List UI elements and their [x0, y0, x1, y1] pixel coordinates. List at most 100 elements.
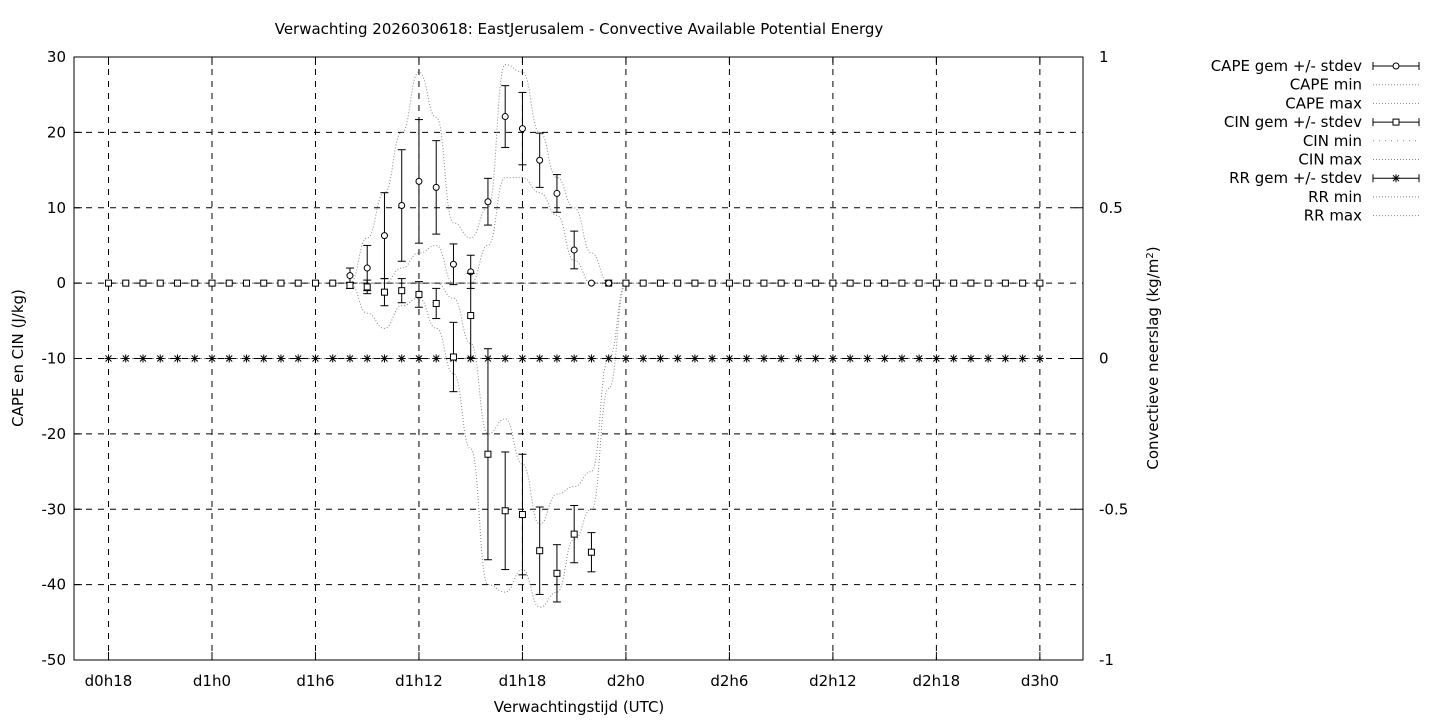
cin-point: [501, 507, 509, 515]
cin-point: [725, 279, 733, 287]
rr-point-stroke: [208, 355, 216, 362]
rr-point: [397, 354, 406, 363]
x-tick-label: d2h0: [607, 672, 645, 690]
rr-point: [552, 354, 561, 363]
y2-tick-label: -1: [1099, 651, 1114, 669]
y2-axis-label-main: Convectieve neerslag (kg/m: [1144, 259, 1162, 470]
rr-point-stroke: [864, 355, 871, 362]
rr-point-stroke: [570, 355, 578, 362]
rr-point-stroke: [1002, 355, 1009, 362]
rr-point: [138, 354, 147, 363]
legend-label: CIN max: [1298, 151, 1362, 169]
rr-point: [501, 354, 510, 363]
rr-point-stroke: [381, 355, 388, 362]
rr-point: [742, 354, 751, 363]
rr-point: [225, 354, 234, 363]
cape-point: [398, 201, 406, 209]
rr-point-stroke: [501, 355, 509, 362]
legend-marker-star: [1392, 174, 1400, 183]
rr-point-stroke: [657, 355, 664, 362]
rr-point: [242, 354, 251, 363]
cape-point: [363, 264, 371, 272]
rr-point-stroke: [105, 355, 112, 362]
legend-label: RR min: [1308, 188, 1362, 206]
cin-point: [380, 288, 388, 296]
rr-point-stroke: [243, 355, 250, 362]
rr-point-stroke: [346, 355, 354, 362]
rr-point: [984, 354, 993, 363]
cin-point: [777, 279, 785, 287]
rr-point: [380, 354, 389, 363]
rr-point-stroke: [829, 355, 837, 362]
cin-point: [708, 279, 716, 287]
cape-point: [415, 177, 423, 185]
rr-point: [880, 354, 889, 363]
chart-title: Verwachting 2026030618: EastJerusalem - …: [275, 20, 884, 38]
cin-point: [415, 290, 423, 298]
cape-point: [570, 246, 578, 254]
x-tick-label: d2h6: [710, 672, 748, 690]
rr-point-stroke: [1036, 355, 1044, 362]
rr-point: [121, 354, 130, 363]
rr-point: [759, 354, 768, 363]
rr-point-stroke: [743, 355, 751, 362]
rr-point: [1035, 354, 1044, 363]
cin-point: [691, 279, 699, 287]
cin-point: [208, 279, 216, 287]
legend-marker-star-stroke: [1392, 174, 1400, 182]
cin-min-line: [349, 282, 627, 608]
cin-point: [898, 279, 906, 287]
cape-point: [346, 272, 354, 280]
y2-tick-label: 1: [1099, 48, 1109, 66]
rr-point: [363, 354, 372, 363]
rr-point-stroke: [156, 355, 164, 362]
legend-marker-square: [1392, 118, 1400, 126]
legend-label: CIN min: [1303, 132, 1362, 150]
x-tick-label: d3h0: [1021, 672, 1059, 690]
cin-point: [674, 279, 682, 287]
y-tick-label: 30: [47, 48, 66, 66]
rr-point: [621, 354, 630, 363]
min-max-curves: [349, 64, 627, 608]
x-tick-label: d1h18: [499, 672, 547, 690]
data-marks: [104, 85, 1044, 603]
y-axis-label: CAPE en CIN (J/kg): [9, 289, 27, 427]
x-tick-label: d0h18: [85, 672, 133, 690]
rr-point-stroke: [1019, 355, 1026, 362]
cape-max-line: [349, 64, 626, 284]
rr-point-stroke: [691, 355, 699, 362]
cin-point: [587, 548, 595, 556]
rr-point-stroke: [329, 355, 337, 362]
x-tick-label: d1h12: [395, 672, 443, 690]
rr-point-stroke: [363, 355, 371, 362]
cape-point: [605, 279, 613, 287]
cin-point: [656, 279, 664, 287]
rr-point: [949, 354, 958, 363]
rr-point-stroke: [812, 355, 820, 362]
cin-point: [191, 279, 199, 287]
x-tick-label: d1h6: [296, 672, 334, 690]
y-tick-label: 20: [47, 123, 66, 141]
cin-point: [467, 312, 475, 320]
cape-point: [432, 183, 440, 191]
legend-label: CAPE max: [1285, 94, 1362, 112]
rr-point: [570, 354, 579, 363]
cape-point: [518, 125, 526, 133]
rr-point-stroke: [225, 355, 233, 362]
rr-point: [1001, 354, 1010, 363]
cin-point: [915, 279, 923, 287]
rr-point-stroke: [398, 355, 406, 362]
rr-point: [587, 354, 596, 363]
rr-point-stroke: [467, 355, 475, 362]
legend-label: RR max: [1304, 207, 1362, 225]
rr-point: [639, 354, 648, 363]
rr-point: [897, 354, 906, 363]
rr-point-stroke: [622, 355, 630, 362]
rr-point-stroke: [174, 355, 181, 362]
rr-point-stroke: [950, 355, 957, 362]
cin-point: [570, 530, 578, 538]
y2-axis-label-end: ): [1144, 246, 1162, 252]
cin-point: [518, 511, 526, 519]
rr-point: [932, 354, 941, 363]
